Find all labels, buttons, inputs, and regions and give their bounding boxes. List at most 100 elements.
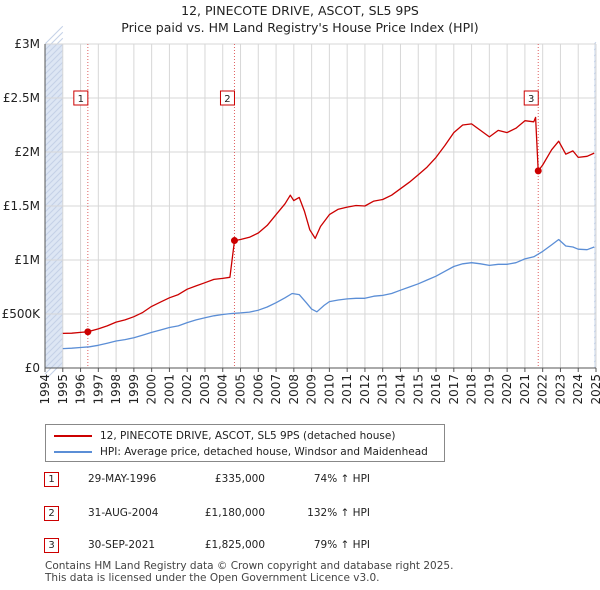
x-tick-label: 2025: [589, 374, 600, 405]
hatch-line: [44, 319, 64, 339]
hatch-line: [44, 133, 64, 153]
hatch-line: [44, 61, 64, 81]
hatch-line: [44, 199, 64, 219]
sale-point: [534, 167, 542, 175]
hatch-line: [44, 97, 64, 117]
hatch-line: [44, 127, 64, 147]
footer-copyright: Contains HM Land Registry data © Crown c…: [45, 560, 454, 572]
x-tick-label: 2011: [340, 374, 354, 405]
sale-number: 2: [44, 506, 59, 521]
legend-swatch-property: [54, 435, 92, 437]
price-chart: 1 2 3 £0 £500K £1M £1.5M £2M £2.5M £3M 1994 1995 19…: [2, 25, 600, 405]
hatch-line: [44, 331, 64, 351]
hatch-line: [44, 277, 64, 297]
chart-title-line1: 12, PINECOTE DRIVE, ASCOT, SL5 9PS: [181, 3, 419, 18]
sale-label-text: 1: [78, 94, 84, 105]
y-tick-label: £1.5M: [3, 199, 40, 213]
hatch-line: [44, 271, 64, 291]
hatch-line: [44, 91, 64, 111]
x-tick-label: 2003: [198, 374, 212, 405]
hatch-line: [44, 313, 64, 333]
hatch-line: [44, 31, 64, 51]
legend-swatch-hpi: [54, 451, 92, 453]
sale-points: [84, 167, 542, 336]
y-tick-label: £500K: [2, 307, 42, 321]
hatch-line: [44, 175, 64, 195]
sale-price: £1,825,000: [204, 539, 265, 551]
sale-hpi-change: 74% ↑ HPI: [313, 473, 370, 485]
y-tick-label: £0: [25, 361, 40, 375]
sale-hpi-change: 132% ↑ HPI: [307, 507, 370, 519]
x-tick-label: 1999: [127, 374, 141, 405]
x-tick-label: 2020: [500, 374, 514, 405]
x-tick-label: 2008: [287, 374, 301, 405]
sale-labels: 1 2 3: [73, 90, 539, 106]
x-tick-label: 2007: [269, 374, 283, 405]
sale-number: 1: [44, 472, 59, 487]
sale-row: 3 30-SEP-2021 £1,825,000 79% ↑ HPI: [0, 536, 600, 556]
hatch-line: [44, 115, 64, 135]
hatch-line: [44, 67, 64, 87]
x-tick-label: 2006: [251, 374, 265, 405]
hatch-line: [44, 235, 64, 255]
y-tick-label: £3M: [14, 37, 40, 51]
footer: Contains HM Land Registry data © Crown c…: [45, 560, 453, 584]
x-tick-label: 2004: [216, 374, 230, 405]
sale-label-text: 3: [528, 94, 534, 105]
sale-date: 30-SEP-2021: [88, 539, 156, 551]
hatch-line: [44, 169, 64, 189]
sale-price: £1,180,000: [204, 507, 265, 519]
x-tick-label: 1997: [91, 374, 105, 405]
sale-point: [84, 328, 92, 336]
x-tick-label: 2012: [358, 374, 372, 405]
sale-row: 2 31-AUG-2004 £1,180,000 132% ↑ HPI: [0, 504, 600, 524]
x-tick-label: 2016: [429, 374, 443, 405]
hatch-line: [44, 289, 64, 309]
hatch-line: [44, 187, 64, 207]
hatch-line: [44, 181, 64, 201]
x-tick-label: 2024: [571, 374, 585, 405]
x-tick-label: 2015: [411, 374, 425, 405]
sale-label-box: [219, 90, 235, 106]
hatch-line: [44, 349, 64, 369]
hatch-line: [44, 163, 64, 183]
x-tick-label: 1998: [109, 374, 123, 405]
x-tick-label: 2010: [322, 374, 336, 405]
hatch-line: [44, 121, 64, 141]
sale-price: £335,000: [214, 473, 265, 485]
y-tick-label: £2M: [14, 145, 40, 159]
hatch-line: [44, 253, 64, 273]
x-tick-label: 2019: [482, 374, 496, 405]
x-tick-label: 1994: [38, 374, 52, 405]
hatch-line: [44, 241, 64, 261]
x-tick-label: 2018: [465, 374, 479, 405]
hatch-line: [44, 37, 64, 57]
hatch-line: [44, 139, 64, 159]
hatch-line: [44, 325, 64, 345]
shaded-regions: [44, 25, 597, 381]
x-tick-label: 1995: [56, 374, 70, 405]
x-tick-label: 2002: [180, 374, 194, 405]
hatch-line: [44, 157, 64, 177]
hatch-line: [44, 151, 64, 171]
hatch-line: [44, 109, 64, 129]
hatch-line: [44, 73, 64, 93]
hatch-line: [44, 295, 64, 315]
sale-date: 29-MAY-1996: [88, 473, 157, 485]
sale-label-box: [73, 90, 89, 106]
footer-license: This data is licensed under the Open Gov…: [45, 572, 380, 584]
hatch-line: [44, 301, 64, 321]
x-tick-label: 2014: [393, 374, 407, 405]
x-tick-label: 2022: [536, 374, 550, 405]
hatch-line: [44, 85, 64, 105]
hatch-line: [44, 337, 64, 357]
hpi-line: [62, 238, 595, 350]
chart-title: 12, PINECOTE DRIVE, ASCOT, SL5 9PS Price…: [0, 2, 600, 36]
hatch-line: [44, 361, 64, 381]
x-tick-label: 2001: [162, 374, 176, 405]
sale-label-text: 2: [224, 94, 230, 105]
hatch-line: [44, 223, 64, 243]
hatch-line: [44, 55, 64, 75]
gridlines: [44, 43, 597, 369]
legend-label-property: 12, PINECOTE DRIVE, ASCOT, SL5 9PS (deta…: [100, 430, 396, 442]
